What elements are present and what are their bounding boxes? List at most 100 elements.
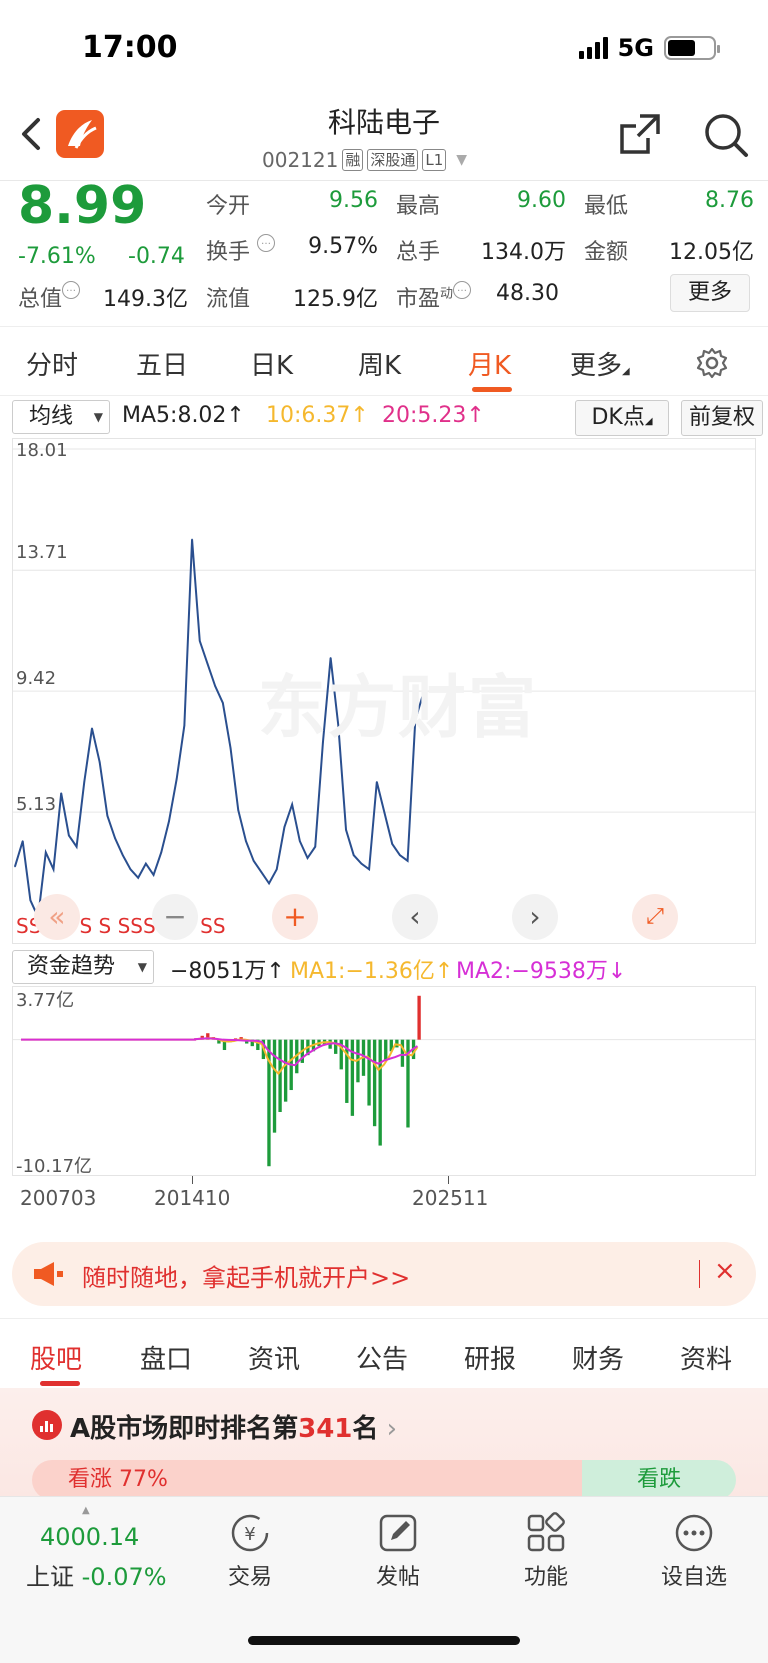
tab-research[interactable]: 研报 (464, 1345, 517, 1375)
tab-news[interactable]: 资讯 (248, 1345, 301, 1375)
nav-functions[interactable]: 功能 (523, 1565, 568, 1590)
scroll-left-icon[interactable]: ‹ (392, 894, 438, 940)
price-point (229, 747, 232, 749)
back-icon[interactable] (18, 114, 44, 161)
fund-bar (217, 1039, 221, 1044)
tab-intraday[interactable]: 分时 (26, 351, 79, 381)
caret-down-icon: ▼ (93, 410, 103, 424)
volume-label: 总手 (396, 240, 441, 265)
adjust-button[interactable]: 前复权 (681, 400, 763, 436)
ma20-value: 20:5.23↑ (382, 403, 485, 428)
price-point (214, 685, 216, 687)
watchlist-dots-icon[interactable] (672, 1511, 716, 1555)
fund-bar (395, 1039, 399, 1048)
settings-gear-icon[interactable] (696, 347, 728, 379)
price-point (29, 899, 32, 902)
tab-announcements[interactable]: 公告 (356, 1345, 409, 1375)
stock-name: 科陆电子 (327, 106, 440, 139)
float-cap-label: 流值 (206, 287, 251, 312)
tab-more-periods[interactable]: 更多◢ (570, 351, 630, 381)
mktcap-label: 总值… (18, 281, 81, 313)
price-point (129, 868, 132, 871)
mktcap-value: 149.3亿 (103, 287, 188, 312)
price-point (168, 820, 170, 823)
share-icon[interactable] (618, 112, 662, 156)
close-icon[interactable]: × (714, 1256, 736, 1286)
tab-profile[interactable]: 资料 (680, 1345, 733, 1375)
tab-pankou[interactable]: 盘口 (140, 1345, 193, 1375)
search-icon[interactable] (703, 112, 749, 158)
vote-down[interactable]: 看跌 (582, 1460, 736, 1500)
price-point (91, 727, 93, 730)
price-point (191, 538, 193, 541)
pe-value: 48.30 (496, 281, 559, 306)
tab-finance[interactable]: 财务 (572, 1345, 625, 1375)
nav-trade[interactable]: 交易 (227, 1565, 272, 1590)
indicator-select[interactable]: 均线 ▼ (12, 400, 110, 434)
tab-weekly-k[interactable]: 周K (358, 351, 402, 381)
price-point (406, 860, 409, 862)
scroll-right-icon[interactable]: › (512, 894, 558, 940)
x-tick: 200703 (20, 1186, 97, 1210)
tag-connect: 深股通 (367, 149, 419, 171)
price-point (114, 837, 116, 840)
banner-text[interactable]: 随时随地，拿起手机就开户>> (82, 1264, 411, 1292)
price-point (275, 868, 278, 871)
post-edit-icon[interactable] (376, 1511, 420, 1555)
tab-five-day[interactable]: 五日 (136, 351, 189, 381)
fund-bar (372, 1039, 377, 1127)
x-tick: 201410 (154, 1186, 231, 1210)
open-account-banner[interactable] (12, 1242, 756, 1306)
price-point (376, 781, 378, 783)
price-point (68, 834, 70, 837)
nav-post[interactable]: 发帖 (375, 1565, 420, 1590)
tab-guba[interactable]: 股吧 (30, 1345, 83, 1375)
price-point (44, 851, 47, 854)
index-value[interactable]: 4000.14 (40, 1523, 140, 1551)
fund-bar (334, 1039, 338, 1054)
rank-chart-icon (32, 1410, 62, 1440)
price-point (245, 840, 247, 842)
more-stats-button[interactable]: 更多 (670, 274, 750, 312)
price-point (291, 803, 293, 806)
index-row[interactable]: 上证 -0.07% (26, 1557, 167, 1592)
fund-bar (267, 1039, 271, 1167)
dk-point-button[interactable]: DK点◢ (575, 400, 669, 436)
banner-divider (699, 1260, 700, 1288)
tab-monthly-k[interactable]: 月K (468, 351, 512, 381)
fund-trend-bar: 资金趋势 ▼ −8051万↑ MA1:−1.36亿↑ MA2:−9538万↓ (12, 950, 752, 984)
kline-chart[interactable] (12, 438, 756, 944)
price-point (222, 702, 224, 704)
y-tick: 9.42 (16, 668, 57, 689)
vote-up[interactable]: 看涨 77% (32, 1460, 583, 1500)
fund-trend-chart[interactable] (12, 986, 756, 1176)
zoom-in-icon[interactable]: + (272, 894, 318, 940)
fund-bar (206, 1033, 210, 1040)
price-point (268, 882, 270, 885)
bottom-nav: ▲ 4000.14 上证 -0.07% ¥ 交易 发帖 功能 设自选 (0, 1496, 768, 1663)
caret-up-icon: ▲ (82, 1505, 90, 1516)
ma10-value: 10:6.37↑ (266, 403, 369, 428)
trade-yen-icon[interactable]: ¥ (228, 1511, 272, 1555)
fund-indicator-select[interactable]: 资金趋势 ▼ (12, 950, 154, 984)
price-line (14, 539, 424, 921)
kline-chart-svg (13, 448, 755, 921)
price-point (98, 761, 101, 763)
scroll-start-icon[interactable]: « (34, 894, 80, 940)
fullscreen-icon[interactable]: ⤢ (632, 894, 678, 940)
zoom-out-icon[interactable]: − (152, 894, 198, 940)
watermark-logo: 东方财富 (258, 669, 539, 748)
sentiment-vote-bar[interactable]: 看涨 77% 看跌 (32, 1460, 736, 1500)
functions-grid-icon[interactable] (524, 1511, 568, 1555)
stock-code-row[interactable]: 002121 融 深股通 L1 ▼ (262, 148, 467, 172)
info-icon: … (453, 281, 472, 299)
nav-add-watchlist[interactable]: 设自选 (660, 1565, 727, 1590)
price-point (160, 851, 163, 854)
fund-bar (384, 1039, 388, 1061)
tab-daily-k[interactable]: 日K (250, 351, 294, 381)
rank-text[interactable]: A股市场即时排名第341名 › (70, 1414, 398, 1444)
fund-bar (250, 1039, 254, 1047)
header-divider (0, 180, 768, 181)
change-amount: -0.74 (128, 244, 185, 269)
open-value: 9.56 (329, 188, 378, 213)
